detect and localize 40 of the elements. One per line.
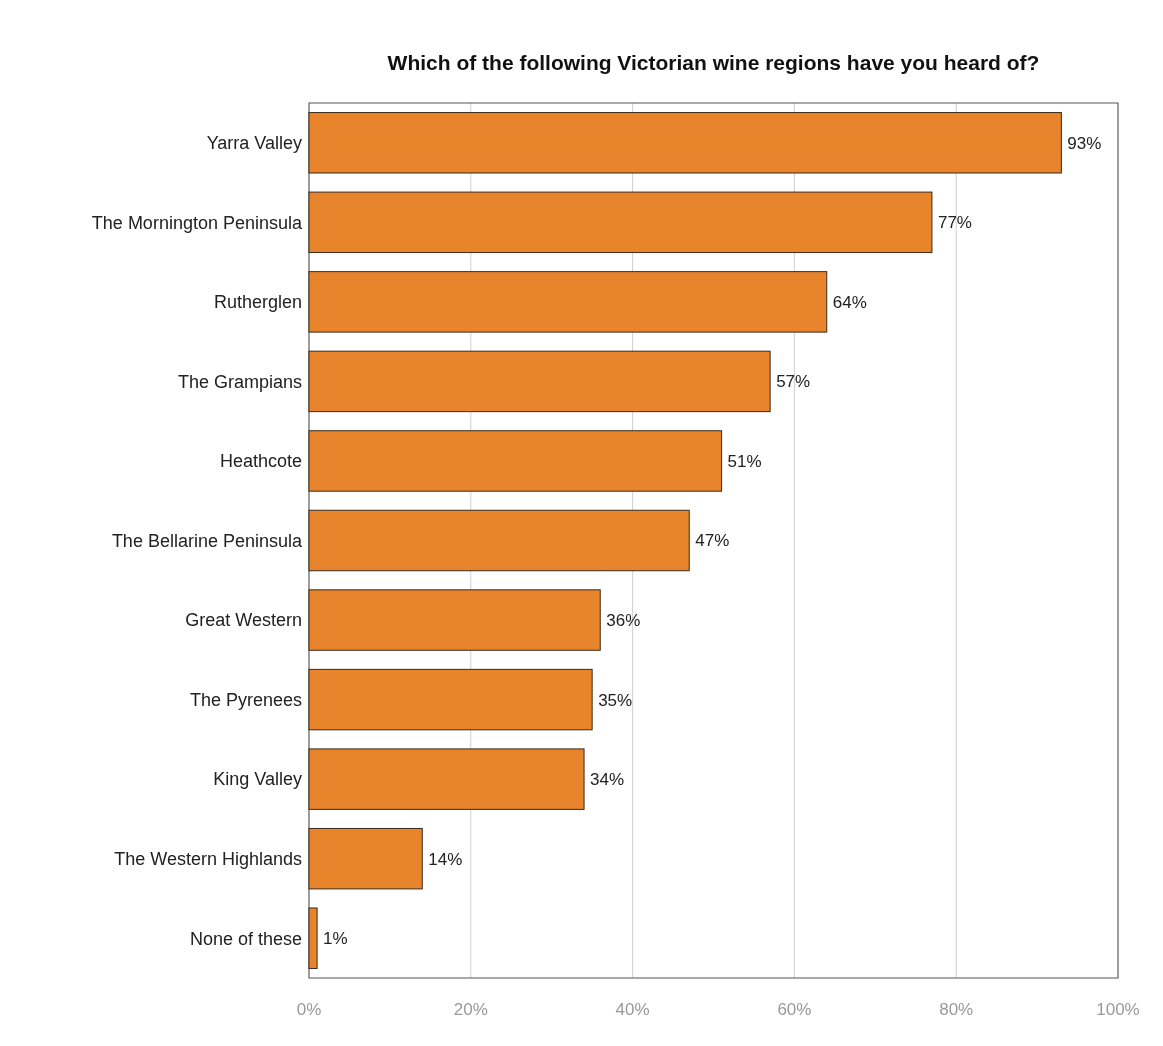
data-label: 14% [428,849,463,869]
bar [308,827,423,890]
x-tick-label: 0% [296,1000,322,1019]
bar [308,907,318,969]
data-label: 34% [590,770,625,790]
bar [308,589,601,651]
y-tick-label: The Western Highlands [114,848,302,869]
y-tick-label: King Valley [213,769,302,790]
x-tick-label: 80% [939,1000,974,1019]
data-label: 51% [727,451,762,471]
y-tick-label: The Grampians [177,371,302,392]
data-label: 1% [323,929,348,949]
data-label: 64% [832,292,867,312]
y-tick-label: The Bellarine Peninsula [111,530,303,551]
data-label: 47% [695,531,730,551]
data-label: 93% [1067,133,1102,153]
x-tick-label: 60% [777,1000,812,1019]
bar [308,350,771,413]
x-tick-label: 20% [453,1000,488,1019]
bar [308,509,690,572]
x-tick-label: 100% [1096,1000,1140,1019]
data-label: 36% [606,611,641,630]
bar [308,112,1062,174]
y-tick-label: Heathcote [219,451,302,472]
y-tick-label: None of these [189,928,302,949]
y-tick-label: Great Western [185,610,302,631]
x-tick-label: 40% [615,1000,650,1019]
data-label: 57% [776,372,811,392]
bar [308,191,933,254]
data-label: 35% [598,690,633,710]
data-label: 77% [937,213,972,233]
y-tick-label: The Mornington Peninsula [91,212,303,233]
chart-title: Which of the following Victorian wine regions have you heard of? [387,51,1040,74]
y-tick-label: Rutherglen [213,292,302,313]
bar [308,748,585,810]
bar [308,430,723,492]
bar [308,271,828,333]
y-tick-label: The Pyrenees [189,689,302,710]
y-tick-label: Yarra Valley [206,133,302,154]
bar [308,668,593,731]
